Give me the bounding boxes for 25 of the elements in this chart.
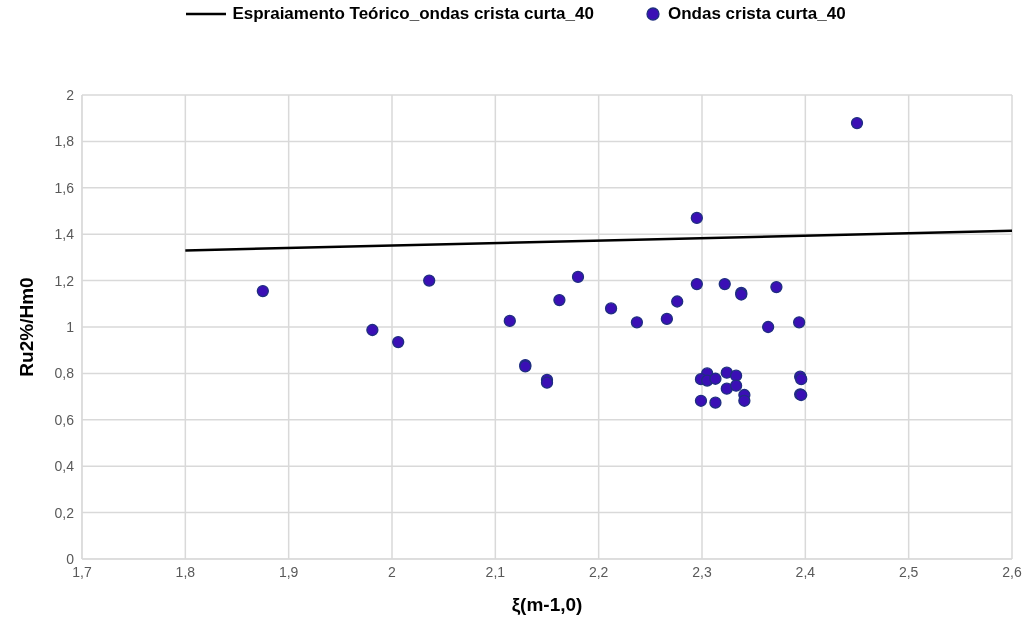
y-axis-title: Ru2%/Hm0 <box>15 277 37 377</box>
x-tick-label: 1,9 <box>278 563 299 580</box>
x-tick-label: 2,4 <box>795 563 816 580</box>
y-tick-label: 0,8 <box>54 365 75 382</box>
x-tick-label: 1,7 <box>72 563 92 580</box>
y-tick-label: 0,6 <box>54 411 75 428</box>
x-tick-label: 1,8 <box>175 563 196 580</box>
legend-label: Espraiamento Teórico_ondas crista curta_40 <box>232 4 594 24</box>
x-tick-label: 2,5 <box>898 563 919 580</box>
y-tick-label: 1,4 <box>54 226 75 243</box>
x-tick-label: 2 <box>388 563 397 580</box>
y-tick-label: 1,8 <box>54 133 75 150</box>
y-tick-label: 0,4 <box>54 458 75 475</box>
x-tick-label: 2,1 <box>485 563 506 580</box>
legend-label: Ondas crista curta_40 <box>667 4 846 24</box>
x-tick-label: 2,2 <box>588 563 609 580</box>
y-tick-label: 1 <box>66 318 75 335</box>
y-tick-label: 0 <box>66 550 75 567</box>
x-tick-label: 2,3 <box>692 563 712 580</box>
y-tick-label: 1,6 <box>54 179 75 196</box>
x-axis-title: ξ(m-1,0) <box>511 594 583 616</box>
x-tick-label: 2,6 <box>1002 563 1022 580</box>
y-tick-label: 2 <box>66 86 75 103</box>
y-tick-label: 1,2 <box>54 272 75 289</box>
y-tick-label: 0,2 <box>54 504 75 521</box>
